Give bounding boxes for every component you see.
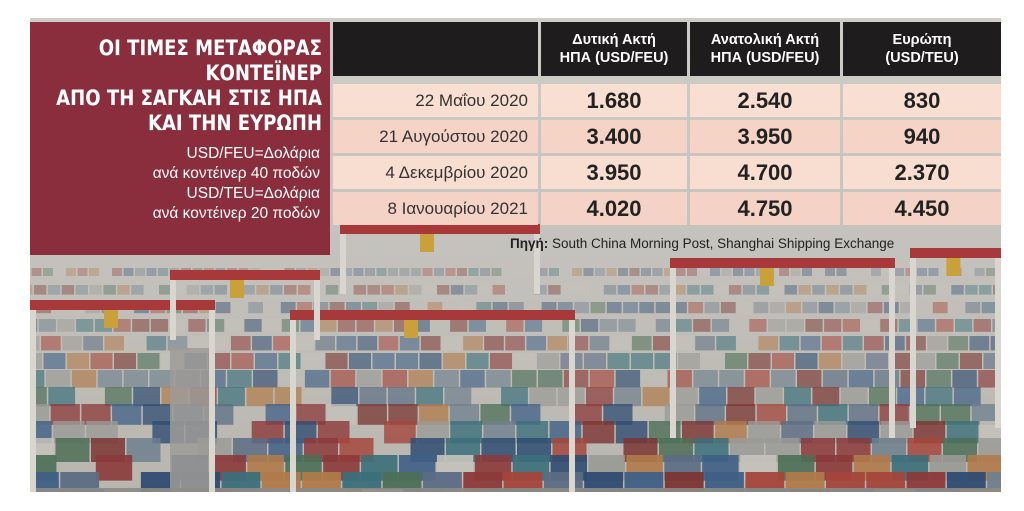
europe-value: 2.370: [843, 156, 1001, 189]
date-cell: 21 Αυγούστου 2020: [333, 120, 538, 153]
title-panel: ΟΙ ΤΙΜΕΣ ΜΕΤΑΦΟΡΑΣ ΚΟΝΤΕΪΝΕΡ ΑΠΟ ΤΗ ΣΑΓΚ…: [30, 22, 330, 255]
headline-line: ΟΙ ΤΙΜΕΣ ΜΕΤΑΦΟΡΑΣ: [98, 36, 322, 60]
table-row: 8 Ιανουαρίου 2021 4.020 4.750 4.450: [333, 192, 1001, 225]
header-line: Δυτική Ακτή: [572, 32, 656, 48]
east-coast-value: 3.950: [690, 120, 840, 153]
east-coast-value: 4.750: [690, 192, 840, 225]
legend-line: USD/TEU=Δολάρια: [186, 185, 320, 202]
table-row: 21 Αυγούστου 2020 3.400 3.950 940: [333, 120, 1001, 153]
west-coast-value: 1.680: [541, 84, 687, 117]
table-row: 4 Δεκεμβρίου 2020 3.950 4.700 2.370: [333, 156, 1001, 189]
headline: ΟΙ ΤΙΜΕΣ ΜΕΤΑΦΟΡΑΣ ΚΟΝΤΕΪΝΕΡ ΑΠΟ ΤΗ ΣΑΓΚ…: [49, 36, 322, 136]
europe-value: 940: [843, 120, 1001, 153]
source-label: Πηγή:: [510, 236, 549, 251]
unit-legend: USD/FEU=Δολάρια ανά κοντέινερ 40 ποδών U…: [40, 144, 320, 224]
west-coast-value: 4.020: [541, 192, 687, 225]
europe-value: 4.450: [843, 192, 1001, 225]
header-line: (USD/TEU): [885, 50, 959, 66]
header-europe: Ευρώπη (USD/TEU): [843, 22, 1001, 76]
headline-line: ΑΠΟ ΤΗ ΣΑΓΚΑΗ ΣΤΙΣ ΗΠΑ: [56, 86, 323, 110]
headline-line: ΚΟΝΤΕΪΝΕΡ: [205, 61, 322, 85]
legend-line: ανά κοντέινερ 40 ποδών: [152, 165, 320, 182]
headline-line: ΚΑΙ ΤΗΝ ΕΥΡΩΠΗ: [147, 111, 322, 135]
west-coast-value: 3.950: [541, 156, 687, 189]
header-blank-cell: [333, 22, 538, 76]
table-row: 22 Μαΐου 2020 1.680 2.540 830: [333, 84, 1001, 117]
date-cell: 4 Δεκεμβρίου 2020: [333, 156, 538, 189]
west-coast-value: 3.400: [541, 120, 687, 153]
header-line: Ανατολική Ακτή: [710, 32, 820, 48]
header-west-coast: Δυτική Ακτή ΗΠΑ (USD/FEU): [541, 22, 687, 76]
header-line: ΗΠΑ (USD/FEU): [559, 50, 669, 66]
legend-line: ανά κοντέινερ 20 ποδών: [152, 205, 320, 222]
date-cell: 8 Ιανουαρίου 2021: [333, 192, 538, 225]
east-coast-value: 4.700: [690, 156, 840, 189]
source-text: South China Morning Post, Shanghai Shipp…: [548, 236, 895, 251]
header-line: ΗΠΑ (USD/FEU): [710, 50, 820, 66]
europe-value: 830: [843, 84, 1001, 117]
date-cell: 22 Μαΐου 2020: [333, 84, 538, 117]
legend-line: USD/FEU=Δολάρια: [186, 145, 320, 162]
header-east-coast: Ανατολική Ακτή ΗΠΑ (USD/FEU): [690, 22, 840, 76]
source-credit: Πηγή: South China Morning Post, Shanghai…: [510, 236, 894, 251]
east-coast-value: 2.540: [690, 84, 840, 117]
header-line: Ευρώπη: [892, 32, 952, 48]
